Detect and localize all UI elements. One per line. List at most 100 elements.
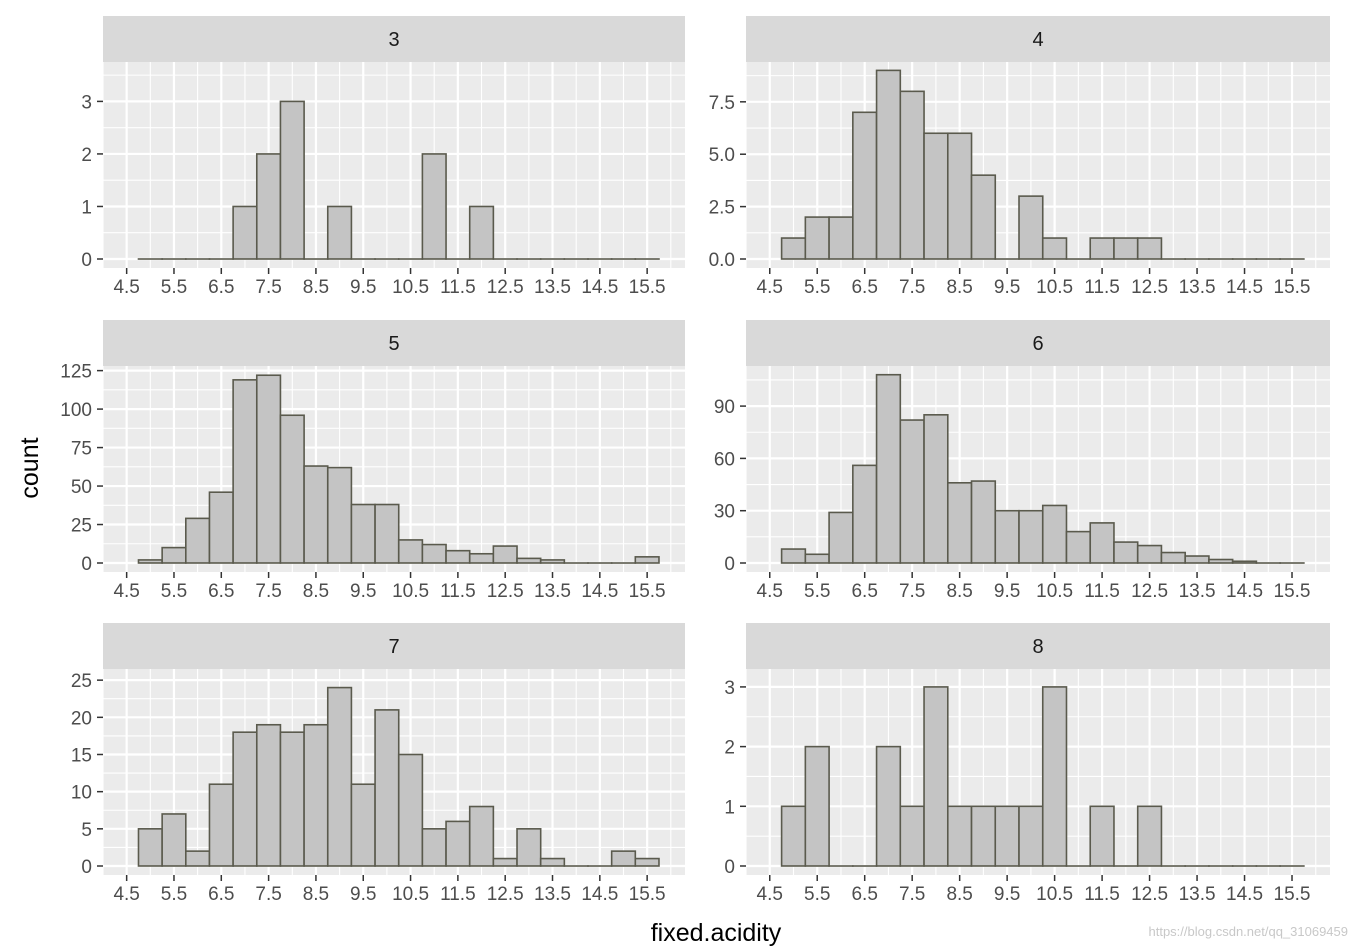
x-tick-label: 7.5 <box>899 884 925 905</box>
histogram-bar <box>1136 805 1163 867</box>
x-tick-label: 6.5 <box>208 581 234 602</box>
y-tick-label: 0.0 <box>709 250 735 271</box>
x-tick-label: 10.5 <box>1036 581 1073 602</box>
x-tick-label: 8.5 <box>946 884 972 905</box>
histogram-bar <box>780 548 807 564</box>
x-tick-label: 5.5 <box>804 884 830 905</box>
histogram-bar <box>1041 504 1068 564</box>
histogram-bar <box>804 216 830 260</box>
facet-strip <box>103 16 685 62</box>
y-tick-label: 125 <box>60 362 92 383</box>
x-tick-label: 13.5 <box>534 884 571 905</box>
histogram-bar <box>445 820 471 867</box>
histogram-bar <box>492 545 518 564</box>
histogram-bar <box>208 783 234 867</box>
histogram-bar <box>828 511 854 564</box>
x-tick-label: 9.5 <box>994 581 1020 602</box>
histogram-bar <box>421 543 447 564</box>
histogram-bar <box>899 90 925 260</box>
x-tick-label: 4.5 <box>757 277 783 298</box>
histogram-bar <box>994 805 1020 867</box>
panel-background <box>103 62 685 268</box>
y-tick-label: 75 <box>71 439 92 460</box>
y-tick-label: 2 <box>724 738 735 759</box>
x-tick-label: 14.5 <box>1226 277 1263 298</box>
histogram-bar <box>326 466 353 564</box>
histogram-bar <box>828 216 854 260</box>
x-tick-label: 12.5 <box>487 884 524 905</box>
x-tick-label: 4.5 <box>757 884 783 905</box>
x-tick-label: 8.5 <box>303 884 329 905</box>
histogram-bar <box>1113 237 1139 260</box>
histogram-bar <box>468 805 495 867</box>
histogram-bar <box>1113 541 1139 564</box>
histogram-bar <box>326 205 353 260</box>
histogram-bar <box>232 379 258 564</box>
x-tick-label: 10.5 <box>1036 884 1073 905</box>
y-tick-label: 1 <box>724 797 735 818</box>
y-tick-label: 0 <box>81 857 92 878</box>
histogram-bar <box>923 414 949 564</box>
facet-strip-label: 5 <box>388 333 399 355</box>
x-tick-label: 9.5 <box>350 277 376 298</box>
y-tick-label: 60 <box>714 449 735 470</box>
histogram-bar <box>232 205 258 260</box>
x-tick-label: 4.5 <box>113 277 139 298</box>
x-tick-label: 8.5 <box>946 581 972 602</box>
histogram-bar <box>780 237 807 260</box>
x-tick-label: 7.5 <box>899 581 925 602</box>
y-tick-label: 0 <box>724 857 735 878</box>
histogram-bar <box>516 828 542 867</box>
facet-strip <box>746 623 1330 669</box>
facet-strip <box>103 623 685 669</box>
histogram-bar <box>303 723 329 867</box>
x-tick-label: 14.5 <box>581 884 618 905</box>
histogram-bar <box>539 857 566 867</box>
y-tick-label: 0 <box>724 554 735 575</box>
x-tick-label: 12.5 <box>487 277 524 298</box>
histogram-bar <box>1136 237 1163 260</box>
x-tick-label: 13.5 <box>1179 581 1216 602</box>
x-tick-label: 7.5 <box>255 581 281 602</box>
y-tick-label: 3 <box>724 678 735 699</box>
histogram-bar <box>1231 560 1258 564</box>
y-tick-label: 3 <box>81 92 92 113</box>
facet-panel-3: 3 0 1 2 3 4.5 5.5 6.5 7.5 8.5 9.5 10.5 11.5 12.5 13.5 1… <box>81 16 685 298</box>
histogram-bar <box>137 828 163 867</box>
watermark-text: https://blog.csdn.net/qq_31069459 <box>1149 924 1349 939</box>
x-tick-label: 14.5 <box>581 277 618 298</box>
facet-strip-label: 6 <box>1032 333 1043 355</box>
y-tick-label: 5.0 <box>709 145 735 166</box>
histogram-bar <box>421 828 447 867</box>
x-tick-label: 10.5 <box>1036 277 1073 298</box>
histogram-bar <box>397 753 424 867</box>
histogram-bar <box>1018 805 1044 867</box>
x-tick-label: 5.5 <box>161 581 187 602</box>
x-tick-label: 6.5 <box>851 581 877 602</box>
histogram-bar <box>279 731 305 867</box>
x-tick-label: 10.5 <box>392 884 429 905</box>
histogram-bar <box>492 857 518 867</box>
y-tick-label: 15 <box>71 745 92 766</box>
x-tick-label: 14.5 <box>581 581 618 602</box>
histogram-bar <box>780 805 807 867</box>
histogram-bar <box>946 482 973 564</box>
histogram-bar <box>255 153 282 260</box>
facet-strip-label: 7 <box>388 636 399 658</box>
y-tick-label: 10 <box>71 783 92 804</box>
histogram-bar <box>1089 237 1115 260</box>
x-tick-label: 9.5 <box>994 884 1020 905</box>
histogram-bar <box>255 723 282 867</box>
histogram-bar <box>326 686 353 867</box>
histogram-bar <box>634 556 660 564</box>
histogram-bar <box>1041 686 1068 867</box>
histogram-bar <box>161 546 187 564</box>
x-tick-label: 12.5 <box>487 581 524 602</box>
x-tick-label: 15.5 <box>1274 581 1311 602</box>
histogram-bar <box>516 557 542 564</box>
histogram-bar <box>350 783 376 867</box>
x-tick-label: 12.5 <box>1131 277 1168 298</box>
